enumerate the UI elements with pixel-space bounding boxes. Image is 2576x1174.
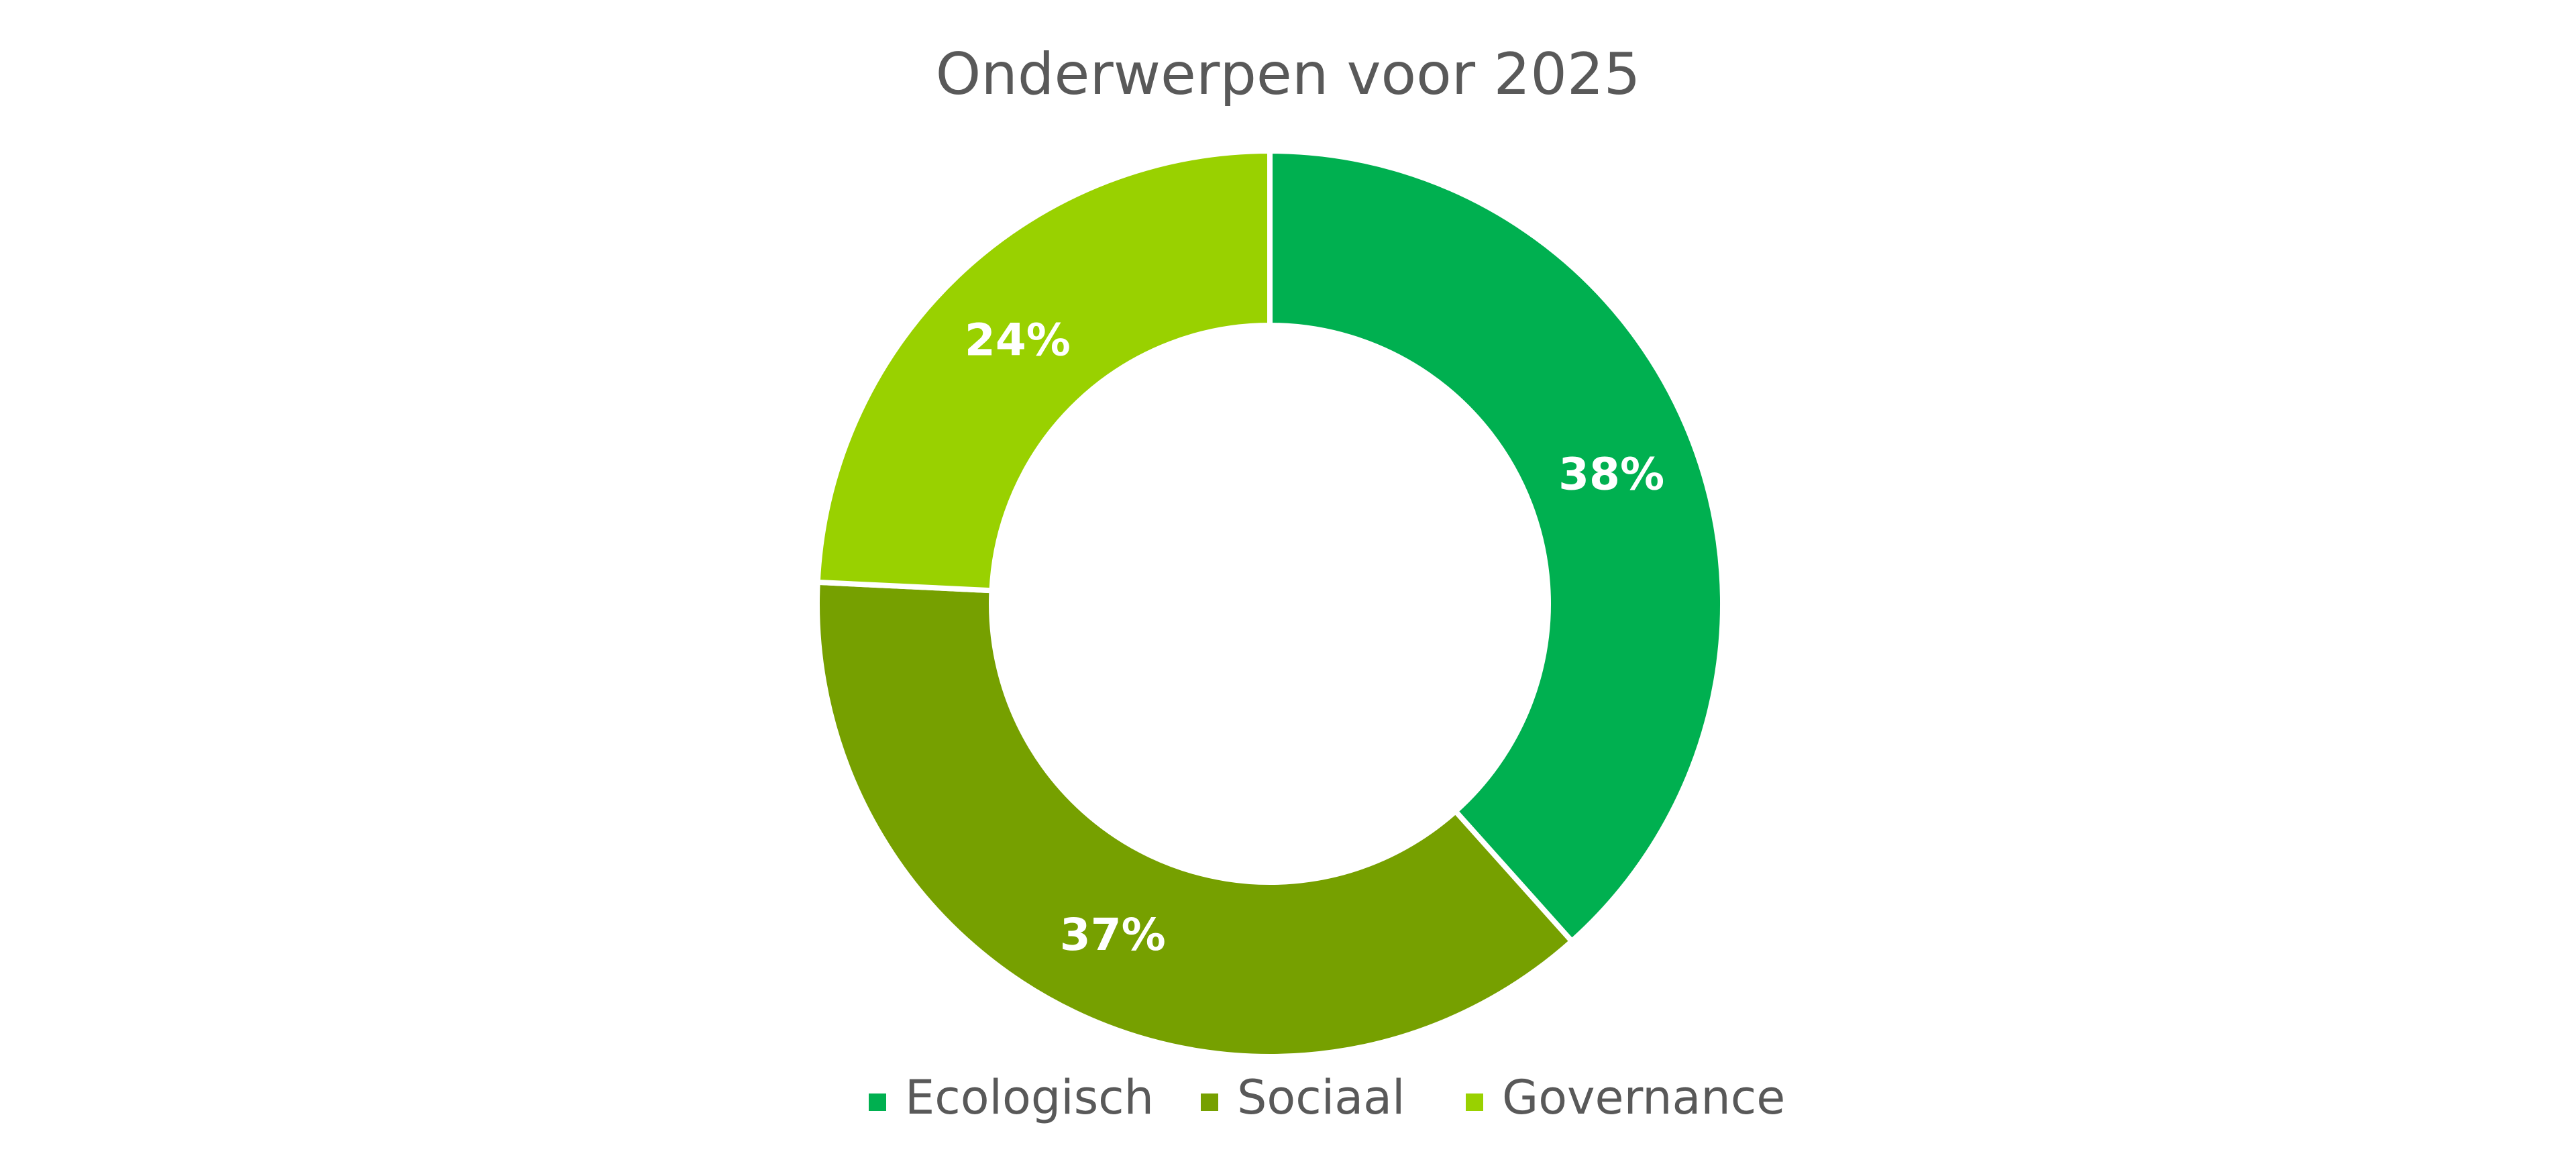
donut-slices xyxy=(814,148,1725,1060)
legend-swatch-ecologisch xyxy=(869,1093,886,1111)
legend-label-governance: Governance xyxy=(1502,1070,1785,1125)
data-label-sociaal: 37% xyxy=(1060,909,1166,961)
slice-governance xyxy=(814,148,1273,594)
legend-label-sociaal: Sociaal xyxy=(1237,1070,1405,1125)
legend-swatch-sociaal xyxy=(1201,1093,1218,1111)
legend: Ecologisch Sociaal Governance xyxy=(869,1070,1785,1125)
data-label-governance: 24% xyxy=(965,315,1071,366)
data-label-ecologisch: 38% xyxy=(1558,448,1664,500)
legend-swatch-governance xyxy=(1466,1093,1483,1111)
chart-title: Onderwerpen voor 2025 xyxy=(936,41,1641,108)
data-labels: 38% 37% 24% xyxy=(965,315,1664,961)
legend-label-ecologisch: Ecologisch xyxy=(905,1070,1154,1125)
slice-ecologisch xyxy=(1267,148,1725,945)
slice-sociaal xyxy=(814,579,1576,1060)
